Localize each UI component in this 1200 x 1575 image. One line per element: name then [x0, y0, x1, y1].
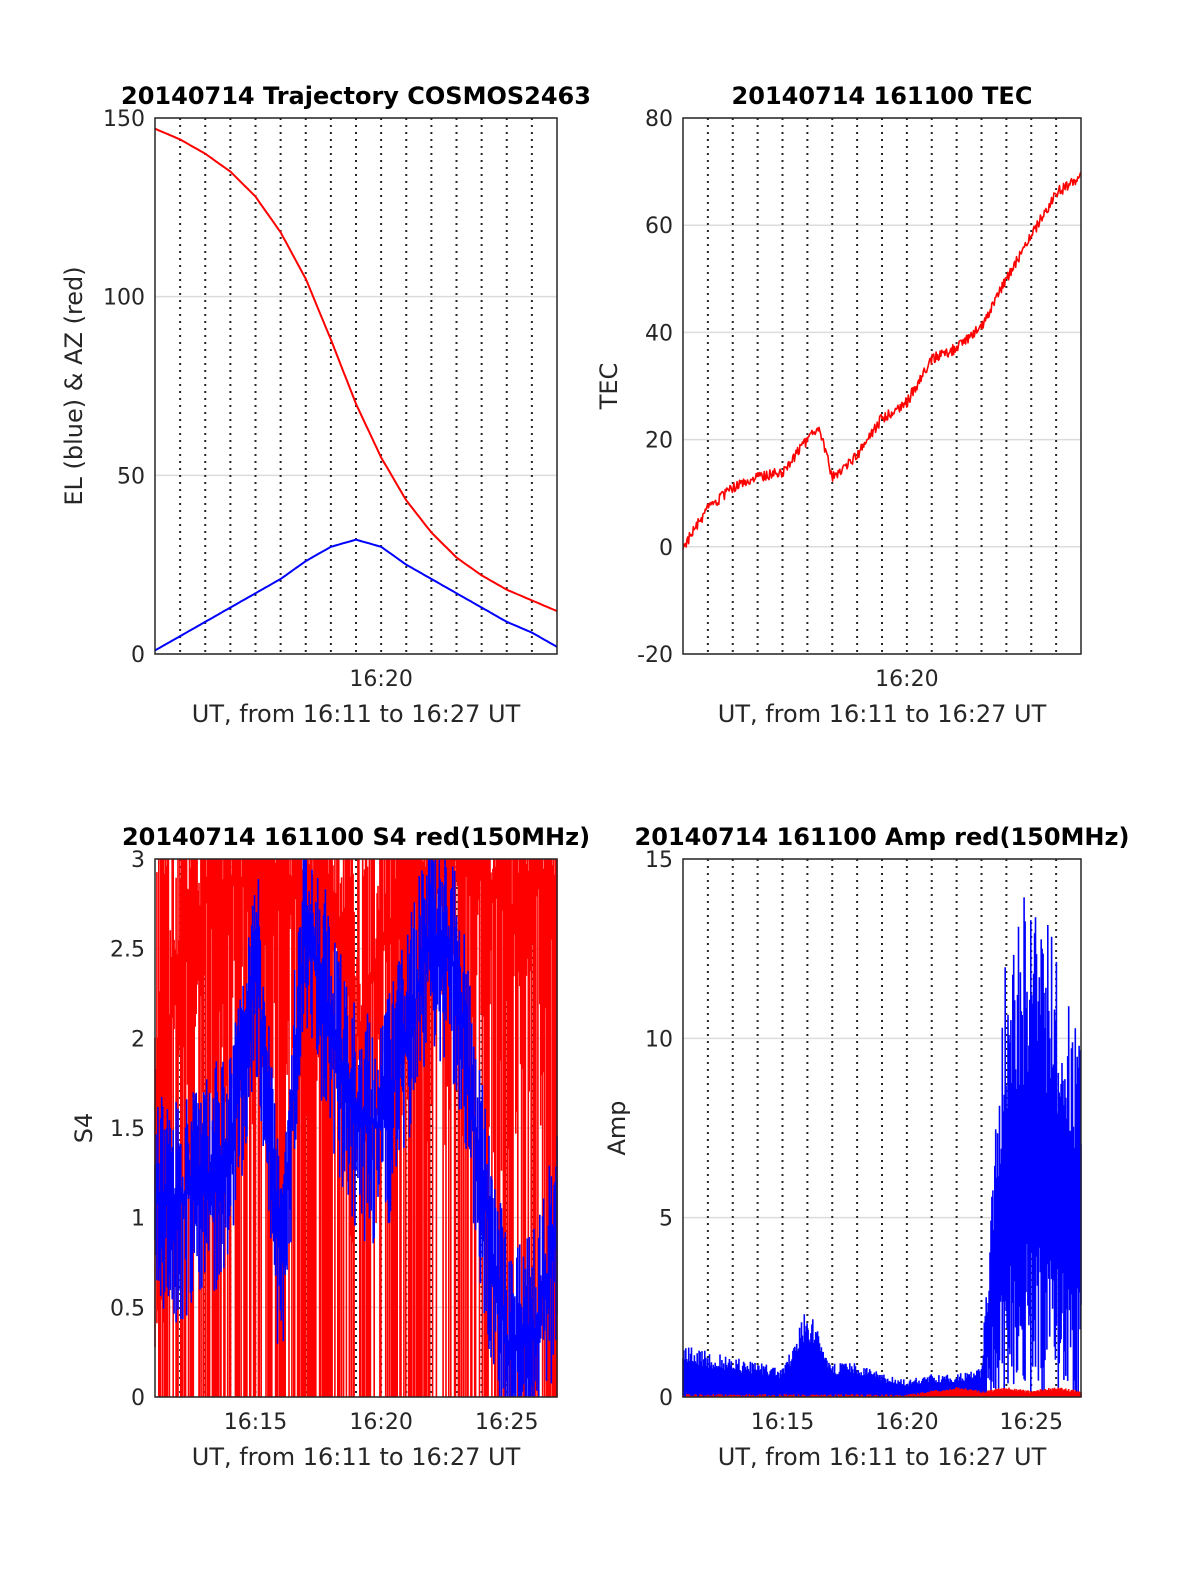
trajectory-title: 20140714 Trajectory COSMOS2463 — [121, 82, 591, 110]
tec-y-tick-label: 60 — [645, 214, 673, 239]
tec-y-tick-label: 80 — [645, 107, 673, 132]
tec-panel: -20 0 20 40 60 80 16:20 20140714 161100 TEC U… — [595, 82, 1082, 728]
tec-axes-box — [682, 117, 1082, 655]
amp-y-tick-label: 15 — [645, 848, 673, 873]
trajectory-y-tick-label: 100 — [103, 286, 145, 311]
s4-x-tick-label: 16:15 — [224, 1410, 287, 1435]
trajectory-series-line-blue — [154, 538, 558, 652]
amp-x-tick-label: 16:20 — [875, 1410, 938, 1435]
s4-y-tick-label: 3 — [131, 848, 145, 873]
amp-axes-box — [682, 858, 1082, 1398]
tec-y-label: TEC — [595, 363, 623, 411]
s4-x-tick-label: 16:20 — [349, 1410, 412, 1435]
s4-y-tick-label: 2.5 — [110, 938, 145, 963]
s4-y-tick-label: 2 — [131, 1027, 145, 1052]
trajectory-panel: 0 50 100 150 16:20 20140714 Trajectory COSM… — [60, 82, 591, 728]
tec-x-tick-label: 16:20 — [875, 667, 938, 692]
trajectory-y-tick-label: 150 — [103, 107, 145, 132]
s4-y-label: S4 — [70, 1113, 98, 1144]
trajectory-x-tick-label: 16:20 — [349, 667, 412, 692]
amp-x-label: UT, from 16:11 to 16:27 UT — [718, 1443, 1047, 1471]
s4-y-tick-label: 0.5 — [110, 1296, 145, 1321]
s4-axes-box — [154, 858, 558, 1398]
tec-title: 20140714 161100 TEC — [732, 82, 1033, 110]
s4-panel: 0 0.5 1 1.5 2 2.5 3 16:15 16:20 16:25 20140714 1… — [70, 823, 590, 1471]
trajectory-y-tick-label: 0 — [131, 643, 145, 668]
amp-title: 20140714 161100 Amp red(150MHz) — [635, 823, 1130, 851]
tec-y-tick-label: 0 — [659, 536, 673, 561]
tec-series — [682, 171, 1082, 550]
tec-y-tick-label: 20 — [645, 429, 673, 454]
s4-x-label: UT, from 16:11 to 16:27 UT — [192, 1443, 521, 1471]
s4-title: 20140714 161100 S4 red(150MHz) — [122, 823, 590, 851]
s4-y-tick-label: 1 — [131, 1207, 145, 1232]
amp-y-tick-label: 10 — [645, 1027, 673, 1052]
tec-y-tick-label: 40 — [645, 321, 673, 346]
trajectory-x-ticks: 16:20 — [179, 118, 533, 692]
tec-y-tick-label: -20 — [637, 643, 673, 668]
amp-x-tick-label: 16:25 — [1000, 1410, 1063, 1435]
trajectory-x-label: UT, from 16:11 to 16:27 UT — [192, 700, 521, 728]
amp-y-tick-label: 5 — [659, 1207, 673, 1232]
trajectory-y-label: EL (blue) & AZ (red) — [60, 266, 88, 505]
amp-y-label: Amp — [603, 1100, 631, 1155]
trajectory-series-line-red — [154, 127, 558, 613]
tec-x-label: UT, from 16:11 to 16:27 UT — [718, 700, 1047, 728]
tec-series-line-red — [682, 171, 1082, 550]
s4-x-tick-label: 16:25 — [475, 1410, 538, 1435]
amp-panel: 0 5 10 15 16:15 16:20 16:25 20140714 161100 A… — [603, 823, 1129, 1471]
trajectory-axes-box — [154, 117, 558, 655]
amp-x-tick-label: 16:15 — [751, 1410, 814, 1435]
trajectory-y-tick-label: 50 — [117, 464, 145, 489]
trajectory-series — [154, 127, 558, 652]
s4-y-tick-label: 0 — [131, 1386, 145, 1411]
amp-y-tick-label: 0 — [659, 1386, 673, 1411]
tec-x-ticks: 16:20 — [706, 118, 1058, 692]
s4-y-tick-label: 1.5 — [110, 1117, 145, 1142]
